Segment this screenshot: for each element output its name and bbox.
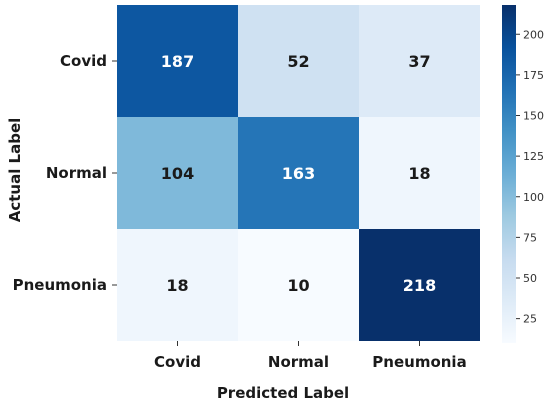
heatmap-cell-0-2 [359,5,480,117]
y-tick-label: Pneumonia [13,276,107,294]
cell-value-2-2: 218 [403,276,436,295]
heatmap-cell-labels: 187 52 37 104 163 18 18 10 218 [161,52,436,295]
colorbar-tick-label: 25 [523,313,537,326]
x-axis-label: Predicted Label [217,384,349,402]
heatmap-cell-2-2 [359,229,480,341]
y-tick-label: Normal [46,164,107,182]
heatmap-cell-2-1 [238,229,359,341]
colorbar-gradient [502,5,516,343]
cell-value-2-0: 18 [166,276,188,295]
cell-value-0-2: 37 [408,52,430,71]
x-tick-label: Pneumonia [372,353,466,371]
x-tick-label: Normal [268,353,329,371]
colorbar-tick-label: 50 [523,272,537,285]
colorbar: 25 50 75 100 125 150 175 200 [502,5,544,343]
cell-value-0-1: 52 [287,52,309,71]
y-tick-labels: Covid Normal Pneumonia [13,52,117,294]
heatmap-cell-0-1 [238,5,359,117]
y-tick-label: Covid [60,52,107,70]
colorbar-tick-label: 75 [523,231,537,244]
colorbar-tick-label: 100 [523,191,544,204]
heatmap-cell-2-0 [117,229,238,341]
cell-value-0-0: 187 [161,52,194,71]
colorbar-tick-label: 200 [523,28,544,41]
cell-value-1-0: 104 [161,164,194,183]
cell-value-1-1: 163 [282,164,315,183]
heatmap-cell-0-0 [117,5,238,117]
heatmap-cell-1-1 [238,117,359,229]
cell-value-2-1: 10 [287,276,309,295]
heatmap-cell-1-0 [117,117,238,229]
x-tick-label: Covid [154,353,201,371]
colorbar-tick-label: 125 [523,150,544,163]
x-tick-labels: Covid Normal Pneumonia [154,341,467,371]
cell-value-1-2: 18 [408,164,430,183]
colorbar-tick-label: 175 [523,69,544,82]
heatmap-cell-1-2 [359,117,480,229]
colorbar-tick-label: 150 [523,110,544,123]
y-axis-label: Actual Label [6,118,24,223]
heatmap-cells [117,5,480,341]
